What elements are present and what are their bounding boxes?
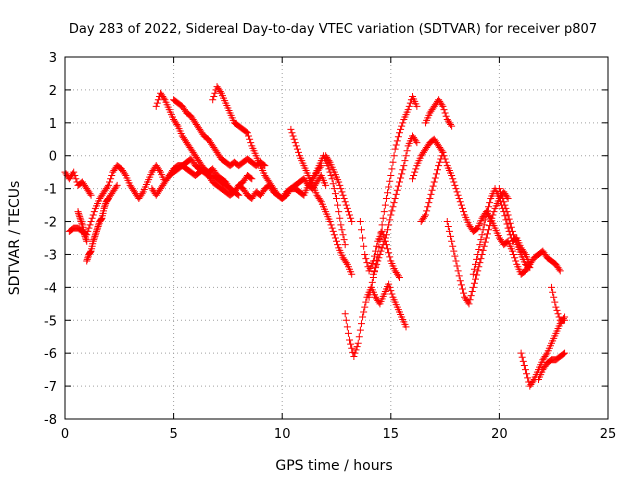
y-tick-label: -5 xyxy=(44,314,57,329)
plus-markers xyxy=(74,208,91,245)
plus-markers xyxy=(61,168,95,199)
y-tick-label: 2 xyxy=(49,84,57,99)
y-axis-label: SDTVAR / TECUs xyxy=(7,181,23,296)
x-tick-label: 25 xyxy=(600,427,617,442)
plus-markers xyxy=(322,152,356,226)
y-tick-label: -6 xyxy=(44,347,57,362)
x-tick-label: 0 xyxy=(61,427,69,442)
plus-markers xyxy=(495,185,534,272)
y-tick-label: -2 xyxy=(44,216,57,231)
series-arc-4 xyxy=(74,208,91,245)
plus-markers xyxy=(517,313,569,390)
plus-markers xyxy=(83,181,121,265)
plus-markers xyxy=(311,152,349,249)
plus-markers xyxy=(287,125,356,278)
y-tick-label: 3 xyxy=(49,51,57,66)
series-arc-7 xyxy=(209,83,325,203)
x-tick-label: 10 xyxy=(274,427,291,442)
series-arc-15 xyxy=(369,132,421,278)
x-tick-label: 5 xyxy=(169,427,177,442)
series-arc-13 xyxy=(356,218,403,281)
series-arc-10 xyxy=(311,152,349,249)
y-tick-label: 1 xyxy=(49,117,57,132)
series-arc-9 xyxy=(287,125,356,278)
plus-markers xyxy=(534,349,569,384)
plus-markers xyxy=(170,96,269,170)
chart-title: Day 283 of 2022, Sidereal Day-to-day VTE… xyxy=(69,22,597,37)
plus-markers xyxy=(356,218,403,281)
y-tick-label: -7 xyxy=(44,380,57,395)
y-tick-label: -8 xyxy=(44,413,57,428)
series-arc-21 xyxy=(495,185,534,272)
plus-markers xyxy=(341,280,410,360)
plus-markers xyxy=(422,96,456,130)
series-arc-18 xyxy=(417,148,447,226)
series-arc-3 xyxy=(83,181,121,265)
series-arc-17 xyxy=(422,96,456,130)
plus-markers xyxy=(369,132,421,278)
series-arc-1 xyxy=(61,168,95,199)
y-tick-label: 0 xyxy=(49,150,57,165)
x-axis-label: GPS time / hours xyxy=(275,458,392,474)
y-tick-label: -4 xyxy=(44,281,57,296)
plus-markers xyxy=(365,92,421,301)
plot-frame xyxy=(64,56,609,420)
plus-markers xyxy=(148,155,243,199)
series-arc-22 xyxy=(517,313,569,390)
y-tick-label: -1 xyxy=(44,183,57,198)
series-arc-8 xyxy=(148,155,243,199)
data-points xyxy=(61,83,569,390)
y-tick-label: -3 xyxy=(44,248,57,263)
grid-lines xyxy=(65,57,608,419)
plus-markers xyxy=(209,83,325,203)
series-arc-11 xyxy=(322,152,356,226)
series-arc-24 xyxy=(548,283,569,324)
series-arc-6 xyxy=(170,96,269,170)
series-arc-12 xyxy=(341,280,410,360)
series-arc-23 xyxy=(534,349,569,384)
series-arc-14 xyxy=(365,92,421,301)
x-tick-label: 20 xyxy=(491,427,508,442)
plus-markers xyxy=(548,283,569,324)
plus-markers xyxy=(417,148,447,226)
x-tick-label: 15 xyxy=(383,427,400,442)
